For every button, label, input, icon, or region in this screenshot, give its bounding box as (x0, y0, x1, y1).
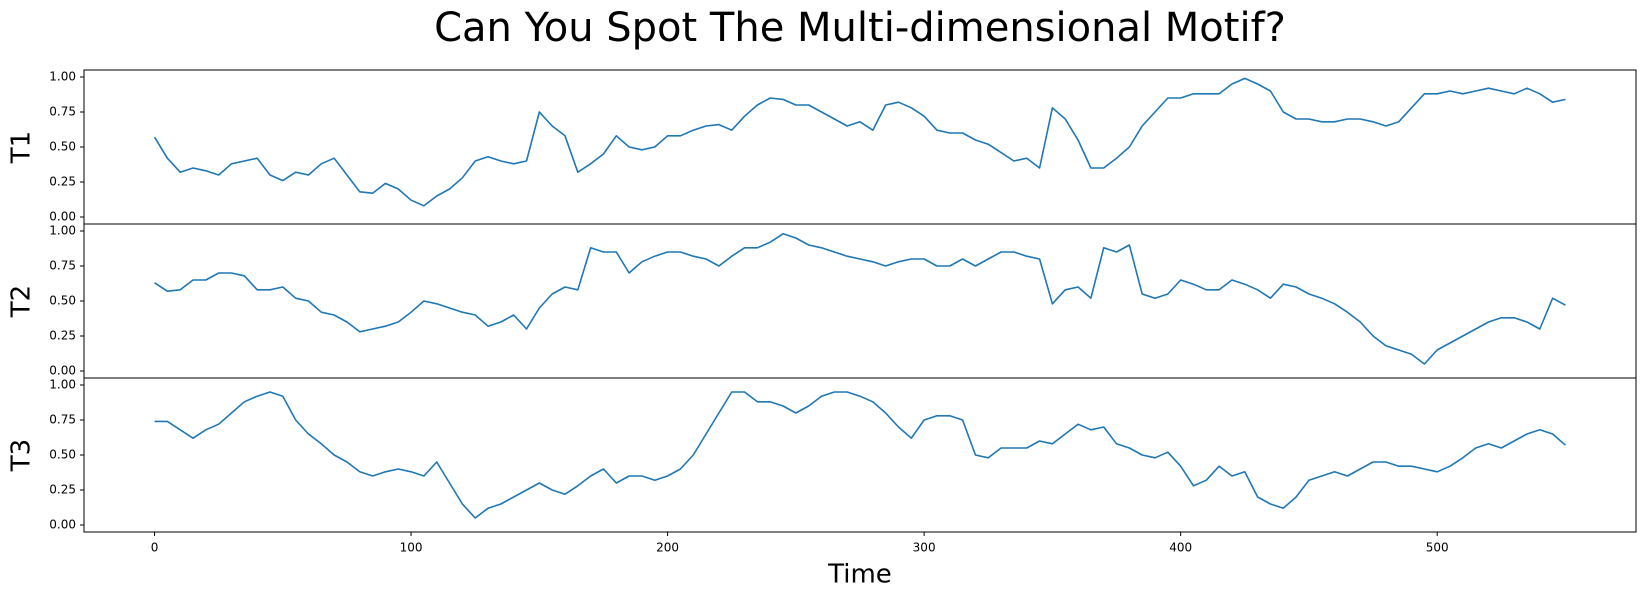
y-tick-label: 0.00 (49, 210, 76, 224)
axes-frame (83, 377, 1637, 533)
series-line (154, 233, 1566, 365)
series-line (153, 77, 1566, 207)
y-tick-label: 0.50 (49, 294, 76, 308)
y-tick-label: 0.75 (49, 413, 76, 427)
y-tick-label: 0.00 (49, 364, 76, 378)
axes-frame (83, 69, 1637, 225)
chart-title: Can You Spot The Multi-dimensional Motif… (434, 5, 1286, 51)
x-tick-label: 200 (656, 541, 679, 555)
y-axis-label: T3 (7, 439, 37, 472)
y-axis-label: T1 (7, 131, 37, 164)
x-tick-label: 0 (151, 541, 159, 555)
axes-frame (83, 223, 1637, 379)
y-tick-label: 0.50 (49, 448, 76, 462)
y-tick-label: 1.00 (49, 224, 76, 238)
x-tick-label: 100 (400, 541, 423, 555)
y-tick-label: 1.00 (49, 70, 76, 84)
x-tick-label: 400 (1169, 541, 1192, 555)
y-tick-label: 0.75 (49, 259, 76, 273)
y-tick-label: 1.00 (49, 378, 76, 392)
y-tick-label: 0.75 (49, 105, 76, 119)
x-tick-label: 500 (1426, 541, 1449, 555)
y-tick-label: 0.50 (49, 140, 76, 154)
y-tick-label: 0.25 (49, 329, 76, 343)
y-tick-label: 0.25 (49, 483, 76, 497)
y-axis-label: T2 (7, 285, 37, 318)
x-axis-label: Time (827, 560, 892, 590)
x-tick-label: 300 (913, 541, 936, 555)
y-tick-label: 0.25 (49, 175, 76, 189)
y-tick-label: 0.00 (49, 518, 76, 532)
series-line (154, 391, 1566, 519)
